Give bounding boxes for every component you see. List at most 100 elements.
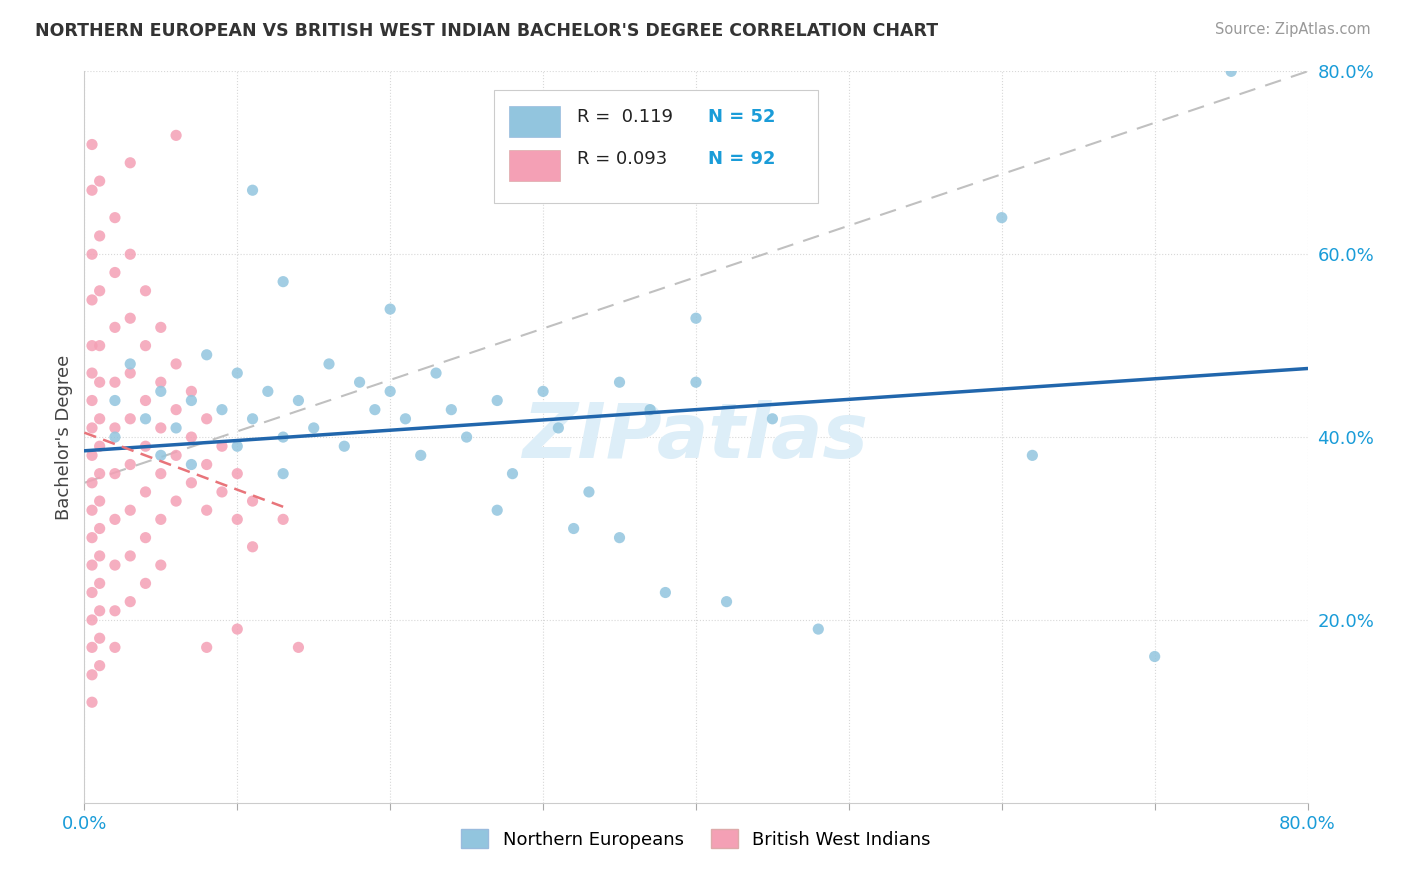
Point — [80, 421, 103, 435]
FancyBboxPatch shape — [509, 151, 560, 181]
Point — [242, 540, 264, 554]
Point — [80, 338, 103, 352]
Point — [120, 594, 142, 608]
Text: Source: ZipAtlas.com: Source: ZipAtlas.com — [1215, 22, 1371, 37]
Point — [149, 384, 172, 399]
Point — [242, 494, 264, 508]
Point — [318, 357, 340, 371]
Point — [89, 658, 111, 673]
Point — [89, 284, 111, 298]
Point — [302, 421, 325, 435]
Point — [135, 393, 157, 408]
Point — [104, 320, 127, 334]
Point — [104, 558, 127, 573]
Point — [80, 667, 103, 681]
Text: R = 0.093: R = 0.093 — [578, 150, 668, 168]
Point — [685, 375, 707, 389]
Point — [165, 421, 187, 435]
Text: ZIPatlas: ZIPatlas — [523, 401, 869, 474]
Point — [180, 393, 202, 408]
Point — [180, 458, 202, 472]
Point — [89, 549, 111, 563]
Point — [242, 183, 264, 197]
Point — [226, 439, 249, 453]
Point — [226, 512, 249, 526]
Point — [409, 448, 432, 462]
Point — [486, 503, 509, 517]
Point — [547, 421, 569, 435]
Point — [149, 512, 172, 526]
Point — [120, 503, 142, 517]
Point — [211, 439, 233, 453]
Point — [120, 549, 142, 563]
Point — [120, 247, 142, 261]
Point — [135, 284, 157, 298]
Point — [425, 366, 447, 380]
Point — [195, 412, 218, 426]
Point — [287, 393, 309, 408]
Point — [104, 604, 127, 618]
Point — [80, 640, 103, 655]
Point — [80, 448, 103, 462]
Point — [226, 467, 249, 481]
Point — [80, 558, 103, 573]
Point — [89, 338, 111, 352]
Point — [486, 393, 509, 408]
Point — [165, 357, 187, 371]
Point — [149, 467, 172, 481]
Point — [104, 375, 127, 389]
Point — [80, 503, 103, 517]
Point — [1143, 649, 1166, 664]
Point — [80, 613, 103, 627]
Point — [180, 384, 202, 399]
Point — [195, 640, 218, 655]
Point — [120, 156, 142, 170]
Point — [89, 412, 111, 426]
Point — [562, 521, 585, 535]
Point — [135, 576, 157, 591]
Point — [149, 448, 172, 462]
Point — [716, 594, 738, 608]
Point — [638, 402, 661, 417]
Point — [80, 393, 103, 408]
Point — [89, 632, 111, 646]
Point — [80, 183, 103, 197]
Text: NORTHERN EUROPEAN VS BRITISH WEST INDIAN BACHELOR'S DEGREE CORRELATION CHART: NORTHERN EUROPEAN VS BRITISH WEST INDIAN… — [35, 22, 938, 40]
Point — [104, 211, 127, 225]
Point — [89, 375, 111, 389]
Point — [89, 229, 111, 244]
Point — [440, 402, 463, 417]
Point — [380, 301, 402, 317]
Point — [531, 384, 554, 399]
Point — [89, 604, 111, 618]
Point — [80, 531, 103, 545]
Point — [333, 439, 356, 453]
FancyBboxPatch shape — [494, 90, 818, 203]
Point — [609, 375, 631, 389]
Point — [609, 531, 631, 545]
Point — [135, 412, 157, 426]
Point — [761, 412, 783, 426]
Point — [165, 402, 187, 417]
Point — [195, 348, 218, 362]
Text: R =  0.119: R = 0.119 — [578, 108, 673, 126]
Point — [149, 421, 172, 435]
Point — [165, 448, 187, 462]
Point — [80, 695, 103, 709]
Point — [135, 439, 157, 453]
Point — [271, 275, 294, 289]
Point — [104, 393, 127, 408]
Point — [257, 384, 280, 399]
Point — [104, 640, 127, 655]
Point — [89, 576, 111, 591]
Point — [380, 384, 402, 399]
Point — [80, 585, 103, 599]
Point — [120, 458, 142, 472]
Point — [242, 412, 264, 426]
Point — [349, 375, 371, 389]
Point — [1220, 64, 1243, 78]
Point — [271, 430, 294, 444]
Point — [120, 311, 142, 326]
Point — [165, 494, 187, 508]
Point — [104, 266, 127, 280]
